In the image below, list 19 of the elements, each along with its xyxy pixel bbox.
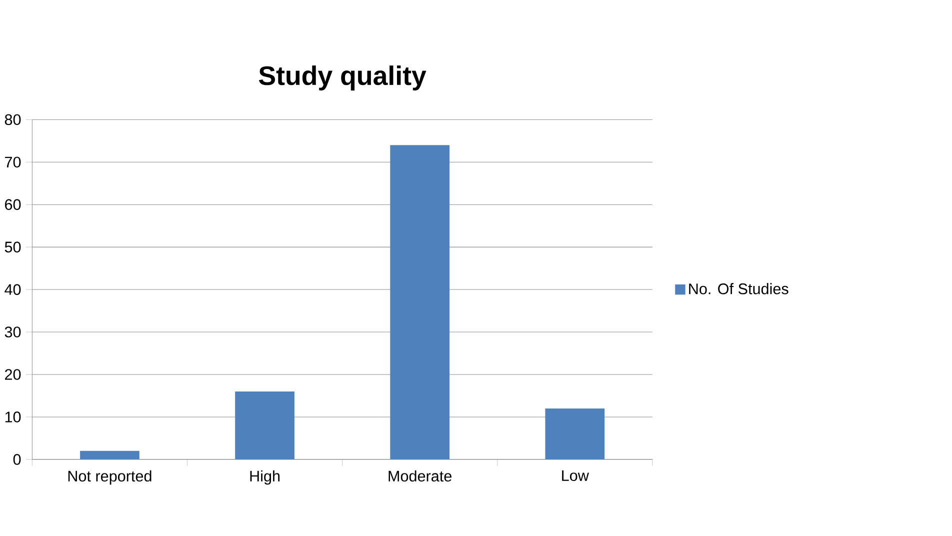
bar (80, 450, 140, 460)
bar (235, 391, 294, 460)
x-tick-label: Moderate (388, 470, 452, 482)
y-tick-label: 70 (5, 156, 21, 168)
y-tick-label: 40 (4, 284, 21, 295)
x-tick-label: Not reported (68, 470, 152, 485)
y-tick-label: 50 (4, 242, 21, 252)
y-tick-label: 20 (5, 369, 21, 380)
x-tick-label: High (250, 470, 280, 485)
y-tick-label: 30 (4, 326, 21, 338)
y-tick-label: 60 (5, 199, 21, 210)
chart-title: Study quality (258, 66, 426, 90)
y-tick-label: 80 (4, 114, 21, 126)
y-tick-label: 10 (5, 412, 21, 422)
bar (390, 145, 450, 460)
x-tick-label: Low (562, 470, 589, 481)
bar (545, 408, 605, 460)
legend-label: No. Of Studies (689, 283, 788, 294)
y-tick-label: 0 (13, 454, 21, 465)
